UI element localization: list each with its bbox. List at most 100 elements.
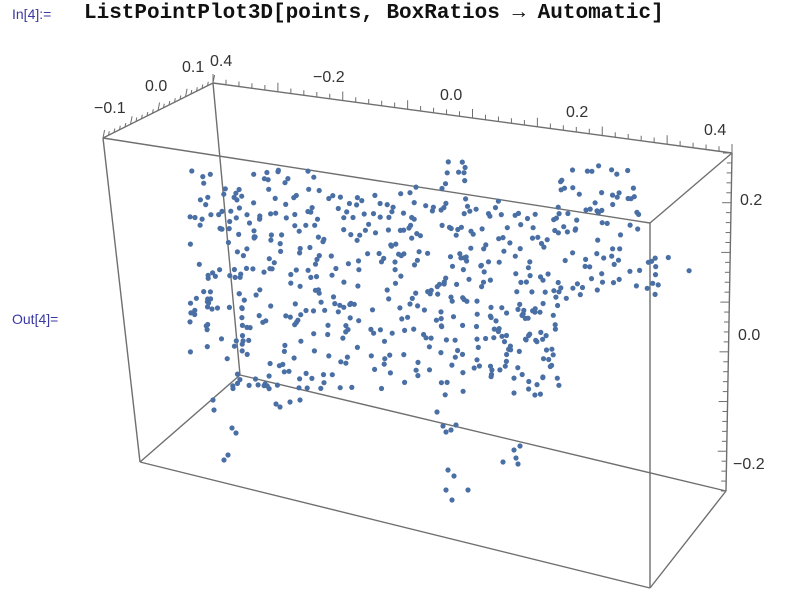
tick-mark [108, 131, 110, 136]
y-tick-label: −0.1 [94, 100, 126, 117]
data-point [529, 235, 536, 241]
input-expression[interactable]: ListPointPlot3D[points, BoxRatios → Auto… [84, 2, 664, 25]
data-point [389, 330, 395, 336]
data-point [441, 279, 447, 285]
data-point [540, 277, 546, 283]
data-point [366, 221, 372, 227]
y-tick-label: 0.4 [210, 53, 232, 70]
data-point [518, 222, 524, 228]
data-point [518, 279, 524, 285]
data-point [257, 215, 263, 221]
tick-mark [201, 84, 204, 89]
data-point [452, 337, 458, 343]
data-point [564, 229, 571, 235]
data-point [314, 256, 320, 262]
data-point [488, 314, 494, 321]
data-point [512, 253, 518, 259]
data-point [555, 204, 561, 210]
data-point [218, 336, 225, 342]
data-point [493, 318, 499, 324]
data-point [384, 287, 390, 293]
data-point [481, 246, 487, 252]
data-point [210, 397, 216, 403]
data-point [297, 283, 303, 289]
tick-mark [157, 102, 161, 111]
data-point [487, 277, 493, 283]
data-point [201, 289, 207, 295]
data-point [267, 266, 273, 272]
data-point [244, 351, 250, 357]
data-point [283, 313, 289, 319]
data-point [362, 227, 368, 233]
data-point [256, 313, 262, 319]
data-point [547, 363, 553, 370]
data-point [537, 309, 543, 315]
data-point [326, 353, 332, 359]
data-point [459, 351, 466, 357]
data-point [459, 159, 465, 165]
data-point [409, 214, 415, 221]
data-point [306, 186, 312, 192]
data-point [555, 302, 561, 309]
data-point [415, 359, 421, 365]
data-point [553, 294, 559, 300]
data-point [540, 300, 546, 307]
data-point [283, 215, 289, 221]
data-point [587, 264, 593, 270]
data-point [303, 222, 309, 228]
data-point [201, 180, 207, 186]
data-point [281, 369, 287, 375]
data-point [414, 231, 420, 237]
data-point [572, 227, 578, 233]
data-point [345, 261, 351, 267]
data-point [516, 348, 522, 354]
data-point [610, 280, 617, 286]
data-point [265, 177, 271, 183]
data-point [234, 249, 240, 255]
data-point [414, 257, 420, 263]
tick-mark [130, 116, 133, 125]
data-point [442, 181, 449, 187]
data-point [390, 204, 396, 210]
data-point [458, 224, 464, 230]
data-point [519, 312, 525, 318]
data-point [292, 301, 298, 307]
data-point [461, 211, 467, 217]
data-point [282, 342, 288, 348]
data-point [313, 274, 320, 280]
data-point [411, 262, 418, 268]
data-point [495, 328, 501, 335]
data-point [308, 274, 314, 280]
data-point [400, 210, 407, 216]
data-point [609, 253, 615, 259]
data-point [271, 260, 277, 266]
data-point [297, 245, 303, 252]
data-point [233, 190, 239, 196]
data-point [524, 215, 531, 222]
data-point [207, 289, 213, 295]
data-point [487, 363, 494, 369]
data-point [282, 180, 288, 186]
data-point [402, 379, 408, 385]
data-point [316, 187, 322, 194]
data-point [232, 274, 238, 280]
data-point [454, 281, 460, 287]
data-point [449, 362, 455, 368]
data-point [488, 304, 494, 310]
data-point [333, 265, 339, 272]
data-point [239, 348, 245, 354]
data-point [611, 261, 617, 267]
data-point [595, 210, 602, 216]
data-point [532, 211, 538, 217]
data-point [514, 289, 520, 295]
data-point [540, 336, 546, 342]
data-point [267, 360, 273, 367]
data-point [354, 237, 360, 243]
data-point [266, 373, 272, 379]
data-point [423, 203, 429, 209]
data-point [212, 273, 218, 279]
data-point [293, 192, 299, 199]
data-point [228, 208, 234, 214]
z-tick-label: −0.2 [733, 456, 765, 473]
